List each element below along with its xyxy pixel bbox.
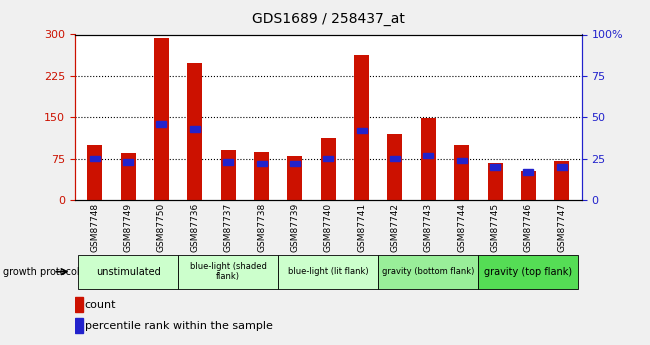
Bar — [157, 121, 166, 127]
Bar — [223, 159, 233, 165]
Text: GSM87741: GSM87741 — [357, 203, 366, 252]
Text: growth protocol: growth protocol — [3, 267, 80, 277]
Bar — [190, 126, 200, 132]
Bar — [121, 153, 136, 200]
Text: GSM87743: GSM87743 — [424, 203, 433, 252]
Text: percentile rank within the sample: percentile rank within the sample — [84, 321, 272, 331]
Bar — [523, 169, 534, 175]
Bar — [521, 171, 536, 200]
Text: blue-light (shaded
flank): blue-light (shaded flank) — [190, 262, 266, 282]
Text: GSM87748: GSM87748 — [90, 203, 99, 252]
Text: GSM87739: GSM87739 — [291, 203, 300, 252]
FancyBboxPatch shape — [178, 255, 278, 289]
Text: GSM87747: GSM87747 — [557, 203, 566, 252]
Bar — [290, 161, 300, 166]
Bar — [490, 164, 500, 170]
Bar — [323, 156, 333, 161]
Text: GSM87740: GSM87740 — [324, 203, 333, 252]
FancyBboxPatch shape — [78, 255, 178, 289]
Bar — [423, 152, 434, 158]
Bar — [75, 318, 83, 333]
Text: GSM87736: GSM87736 — [190, 203, 200, 252]
Bar — [187, 63, 202, 200]
Text: GSM87744: GSM87744 — [457, 203, 466, 252]
Bar — [557, 164, 567, 170]
Bar — [257, 161, 266, 166]
Text: GDS1689 / 258437_at: GDS1689 / 258437_at — [252, 12, 405, 26]
Bar — [87, 145, 102, 200]
Bar — [354, 55, 369, 200]
Text: GSM87742: GSM87742 — [391, 203, 400, 252]
Text: unstimulated: unstimulated — [96, 267, 161, 277]
Bar — [454, 145, 469, 200]
Text: GSM87737: GSM87737 — [224, 203, 233, 252]
Text: gravity (top flank): gravity (top flank) — [484, 267, 573, 277]
FancyBboxPatch shape — [278, 255, 378, 289]
Text: gravity (bottom flank): gravity (bottom flank) — [382, 267, 474, 276]
Bar — [154, 38, 169, 200]
Bar — [554, 161, 569, 200]
Bar — [123, 159, 133, 165]
Bar — [357, 128, 367, 133]
Text: count: count — [84, 300, 116, 310]
FancyBboxPatch shape — [478, 255, 578, 289]
Bar — [90, 156, 99, 161]
Text: GSM87746: GSM87746 — [524, 203, 533, 252]
Bar — [488, 162, 502, 200]
Bar — [287, 156, 302, 200]
Bar — [421, 118, 436, 200]
Bar — [221, 150, 236, 200]
Bar — [320, 138, 336, 200]
Text: GSM87750: GSM87750 — [157, 203, 166, 252]
FancyBboxPatch shape — [378, 255, 478, 289]
Text: GSM87745: GSM87745 — [491, 203, 500, 252]
Text: blue-light (lit flank): blue-light (lit flank) — [288, 267, 369, 276]
Bar — [75, 297, 83, 312]
Bar — [254, 152, 269, 200]
Bar — [387, 134, 402, 200]
Bar — [390, 156, 400, 161]
Text: GSM87749: GSM87749 — [124, 203, 133, 252]
Text: GSM87738: GSM87738 — [257, 203, 266, 252]
Bar — [457, 158, 467, 163]
